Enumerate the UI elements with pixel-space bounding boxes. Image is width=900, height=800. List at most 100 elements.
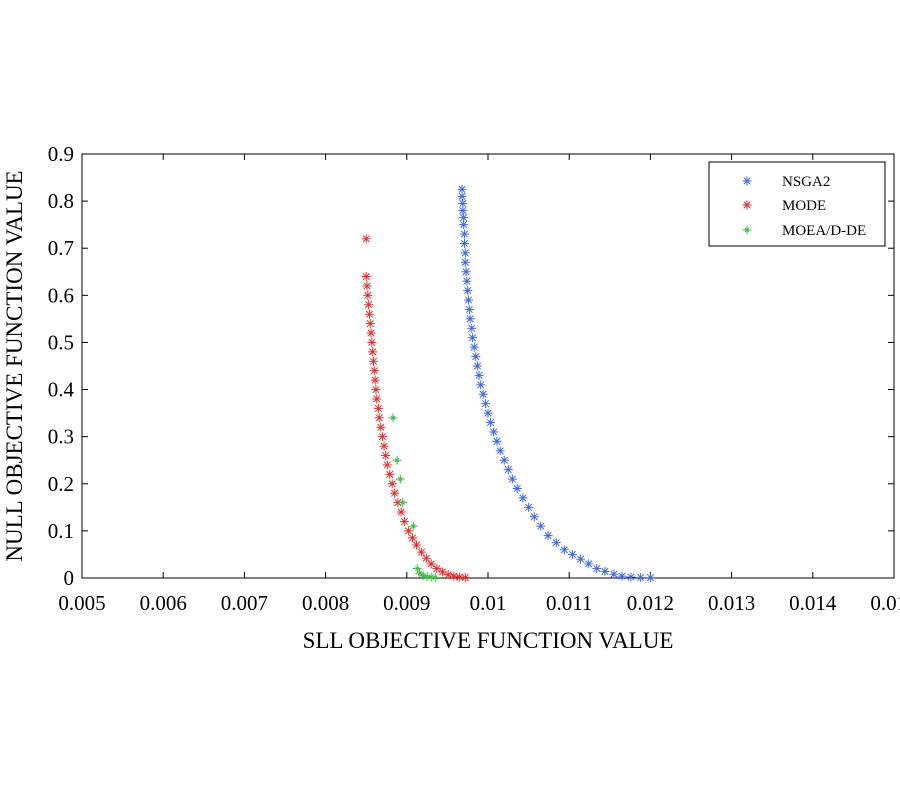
y-tick-label: 0.4 bbox=[48, 378, 75, 402]
legend-label-moead-de: MOEA/D-DE bbox=[782, 223, 866, 239]
data-point-mode bbox=[381, 451, 391, 461]
data-point-nsga2 bbox=[464, 295, 474, 305]
data-point-nsga2 bbox=[469, 342, 479, 352]
x-tick-label: 0.013 bbox=[708, 591, 755, 615]
data-point-nsga2 bbox=[465, 314, 475, 324]
y-tick-label: 0.5 bbox=[48, 330, 74, 354]
data-point-nsga2 bbox=[492, 436, 502, 446]
data-point-nsga2 bbox=[529, 512, 539, 522]
y-tick-label: 0.9 bbox=[48, 142, 74, 166]
data-point-nsga2 bbox=[483, 408, 493, 418]
x-tick-label: 0.009 bbox=[383, 591, 430, 615]
data-point-nsga2 bbox=[464, 304, 474, 314]
data-point-nsga2 bbox=[478, 389, 488, 399]
series-mode bbox=[361, 234, 470, 583]
data-point-nsga2 bbox=[495, 446, 505, 456]
data-point-nsga2 bbox=[499, 455, 509, 465]
series-moea-d-de bbox=[388, 413, 440, 583]
data-point-nsga2 bbox=[463, 286, 473, 296]
data-point-nsga2 bbox=[458, 206, 468, 216]
data-point-nsga2 bbox=[524, 502, 534, 512]
data-point-nsga2 bbox=[471, 352, 481, 362]
data-point-moea-d-de bbox=[412, 564, 422, 574]
legend-box bbox=[708, 161, 886, 247]
data-point-mode bbox=[412, 540, 422, 550]
y-tick-label: 0.1 bbox=[48, 519, 74, 543]
x-tick-label: 0.012 bbox=[627, 591, 674, 615]
data-point-moea-d-de bbox=[408, 521, 418, 531]
data-point-nsga2 bbox=[559, 545, 569, 555]
data-point-moea-d-de bbox=[398, 498, 408, 508]
data-point-mode bbox=[377, 432, 387, 442]
data-point-nsga2 bbox=[460, 257, 470, 267]
data-point-moea-d-de bbox=[395, 474, 405, 484]
data-point-mode bbox=[421, 553, 431, 563]
legend-marker-moead-de bbox=[742, 225, 752, 235]
data-point-mode bbox=[372, 394, 382, 404]
data-point-nsga2 bbox=[543, 531, 553, 541]
data-point-mode bbox=[361, 271, 371, 281]
data-point-mode bbox=[367, 337, 377, 347]
data-point-mode bbox=[396, 507, 406, 517]
data-point-mode bbox=[449, 571, 459, 581]
data-point-nsga2 bbox=[645, 573, 655, 583]
data-point-mode bbox=[363, 290, 373, 300]
series-nsga2 bbox=[457, 184, 655, 583]
data-point-mode bbox=[390, 488, 400, 498]
y-tick-label: 0 bbox=[64, 566, 75, 590]
data-point-nsga2 bbox=[536, 521, 546, 531]
data-point-mode bbox=[371, 385, 381, 395]
data-point-nsga2 bbox=[609, 569, 619, 579]
x-tick-label: 0.014 bbox=[789, 591, 837, 615]
data-point-nsga2 bbox=[576, 554, 586, 564]
data-point-mode bbox=[387, 479, 397, 489]
data-point-nsga2 bbox=[503, 465, 513, 475]
data-point-nsga2 bbox=[507, 474, 517, 484]
data-point-moea-d-de bbox=[388, 413, 398, 423]
data-point-mode bbox=[385, 469, 395, 479]
legend-label-mode: MODE bbox=[782, 198, 826, 214]
data-point-moea-d-de bbox=[430, 573, 440, 583]
legend: NSGA2 MODE MOEA/D-DE bbox=[708, 161, 886, 247]
x-tick-label: 0.008 bbox=[302, 591, 349, 615]
legend-label-nsga2: NSGA2 bbox=[782, 174, 830, 190]
data-point-moea-d-de bbox=[392, 455, 402, 465]
data-point-mode bbox=[369, 356, 379, 366]
data-points bbox=[361, 184, 655, 583]
data-point-nsga2 bbox=[460, 248, 470, 258]
data-point-nsga2 bbox=[461, 267, 471, 277]
data-point-nsga2 bbox=[474, 370, 484, 380]
data-point-mode bbox=[403, 526, 413, 536]
data-point-mode bbox=[379, 441, 389, 451]
data-point-nsga2 bbox=[551, 538, 561, 548]
data-point-mode bbox=[365, 319, 375, 329]
data-point-mode bbox=[373, 403, 383, 413]
data-point-nsga2 bbox=[467, 323, 477, 333]
x-tick-label: 0.01 bbox=[470, 591, 507, 615]
data-point-nsga2 bbox=[584, 559, 594, 569]
data-point-nsga2 bbox=[489, 427, 499, 437]
legend-symbol bbox=[742, 176, 752, 186]
x-tick-label: 0.011 bbox=[546, 591, 592, 615]
data-point-mode bbox=[399, 516, 409, 526]
data-point-nsga2 bbox=[636, 573, 646, 583]
data-point-nsga2 bbox=[592, 564, 602, 574]
axis-ticks: 0.005 0.006 0.007 0.008 0.009 0.01 0.011 0.012 0… bbox=[48, 142, 900, 615]
data-point-nsga2 bbox=[512, 483, 522, 493]
y-axis-label: NULL OBJECTIVE FUNCTION VALUE bbox=[2, 170, 27, 561]
data-point-mode bbox=[369, 366, 379, 376]
data-point-mode bbox=[426, 559, 436, 569]
data-point-nsga2 bbox=[457, 184, 467, 194]
data-point-nsga2 bbox=[459, 220, 469, 230]
data-point-nsga2 bbox=[476, 380, 486, 390]
data-point-nsga2 bbox=[472, 361, 482, 371]
data-point-nsga2 bbox=[468, 333, 478, 343]
data-point-mode bbox=[407, 533, 417, 543]
y-tick-label: 0.8 bbox=[48, 189, 74, 213]
data-point-nsga2 bbox=[617, 571, 627, 581]
data-point-mode bbox=[368, 347, 378, 357]
legend-symbol bbox=[742, 200, 752, 210]
data-point-nsga2 bbox=[481, 399, 491, 409]
data-point-mode bbox=[443, 570, 453, 580]
data-point-nsga2 bbox=[457, 191, 467, 201]
